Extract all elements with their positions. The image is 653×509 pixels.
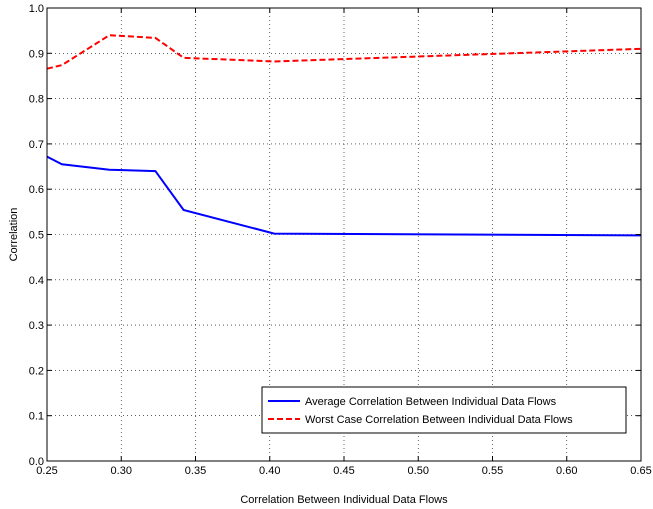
y-tick-label: 0.5: [29, 230, 44, 242]
y-tick-label: 1.0: [29, 3, 44, 15]
y-tick-label: 0.8: [29, 94, 44, 106]
y-tick-labels: 0.0 0.1 0.2 0.3 0.4 0.5 0.6 0.7 0.8 0.9 1.0: [29, 3, 44, 468]
legend-label-worst-case: Worst Case Correlation Between Individua…: [305, 414, 573, 426]
x-tick-label: 0.25: [36, 465, 57, 477]
x-tick-label: 0.65: [630, 465, 651, 477]
series-line-average: [46, 155, 642, 237]
legend: Average Correlation Between Individual D…: [261, 386, 627, 434]
y-tick-label: 0.1: [29, 411, 44, 423]
y-tick-label: 0.9: [29, 48, 44, 60]
y-tick-label: 0.2: [29, 365, 44, 377]
x-tick-label: 0.55: [482, 465, 503, 477]
tick-marks: [46, 7, 642, 462]
y-tick-label: 0.4: [29, 275, 44, 287]
legend-box: [261, 386, 627, 434]
y-tick-label: 0.6: [29, 184, 44, 196]
x-axis-label: Correlation Between Individual Data Flow…: [240, 494, 448, 506]
x-tick-label: 0.50: [408, 465, 429, 477]
x-tick-label: 0.45: [333, 465, 354, 477]
series-line-worst-case: [46, 34, 642, 70]
legend-label-average: Average Correlation Between Individual D…: [305, 396, 557, 408]
series-layer: [46, 34, 642, 237]
y-tick-label: 0.3: [29, 320, 44, 332]
y-tick-label: 0.0: [29, 456, 44, 468]
x-tick-label: 0.30: [111, 465, 132, 477]
x-tick-labels: 0.25 0.30 0.35 0.40 0.45 0.50 0.55 0.60 0.65: [36, 465, 651, 477]
x-tick-label: 0.40: [259, 465, 280, 477]
x-tick-label: 0.60: [556, 465, 577, 477]
x-tick-label: 0.35: [185, 465, 206, 477]
y-axis-label: Correlation: [8, 208, 20, 262]
y-tick-label: 0.7: [29, 139, 44, 151]
